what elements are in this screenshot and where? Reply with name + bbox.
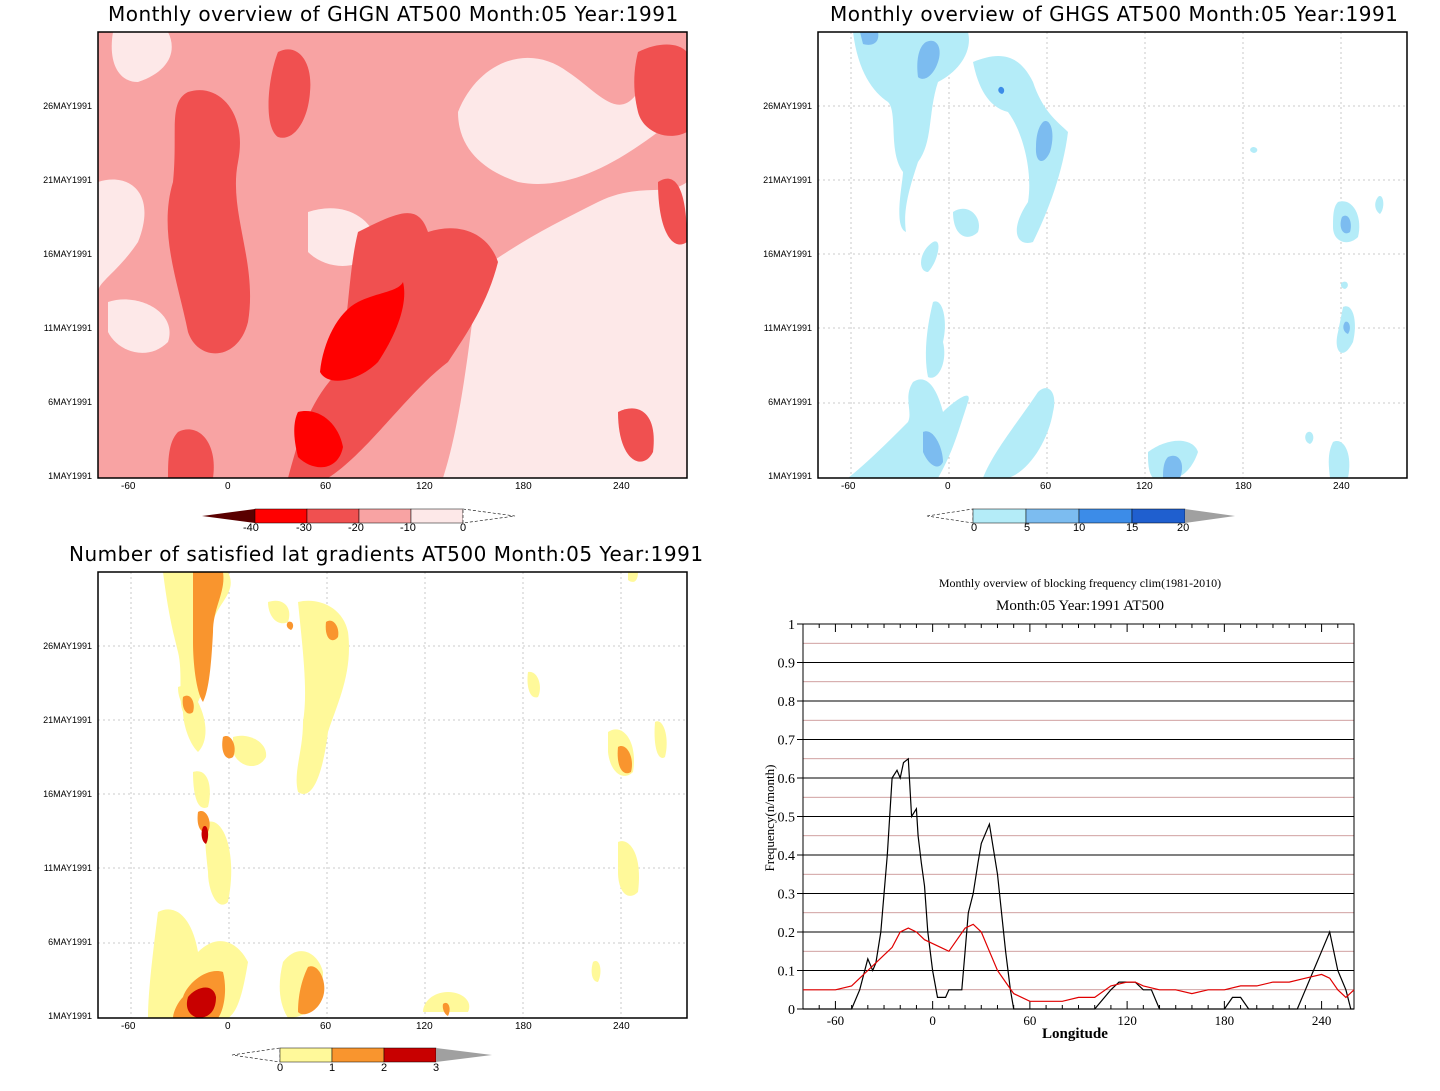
y-tick-label: 0.7 — [778, 734, 796, 749]
lat-title: Number of satisfied lat gradients AT500 … — [69, 542, 704, 566]
y-tick-label: 0.2 — [778, 926, 796, 941]
chart-subtitle: Month:05 Year:1991 AT500 — [996, 598, 1164, 614]
lat-cb-label-1: 1 — [329, 1062, 336, 1074]
ghgn-cb-label-4: 0 — [460, 522, 467, 534]
ghgn-panel: Monthly overview of GHGN AT500 Month:05 … — [0, 0, 720, 545]
x-tick-label: -60 — [827, 1013, 844, 1028]
ghgn-xtick-5: 240 — [613, 481, 630, 492]
ghgn-xtick-2: 60 — [320, 481, 332, 492]
lat-xtick-4: 180 — [515, 1021, 532, 1032]
ghgs-xtick-4: 180 — [1235, 481, 1252, 492]
ghgn-cb-label-2: -20 — [348, 522, 364, 534]
ghgs-panel: Monthly overview of GHGS AT500 Month:05 … — [720, 0, 1440, 545]
ghgs-xtick-3: 120 — [1136, 481, 1153, 492]
ghgs-xtick-5: 240 — [1333, 481, 1350, 492]
ghgs-ytick-0: 26MAY1991 — [763, 101, 812, 111]
lat-xtick-3: 120 — [416, 1021, 433, 1032]
lat-ytick-3: 11MAY1991 — [43, 863, 92, 873]
freq-panel: Monthly overview of blocking frequency c… — [720, 540, 1440, 1091]
chart-title: Monthly overview of blocking frequency c… — [938, 576, 1222, 590]
ghgn-map — [97, 31, 688, 479]
ghgs-ytick-2: 16MAY1991 — [763, 249, 812, 259]
ghgs-ytick-4: 6MAY1991 — [768, 397, 812, 407]
ghgs-map — [817, 31, 1408, 479]
ghgn-xtick-1: 0 — [225, 481, 231, 492]
lat-cb-label-2: 2 — [381, 1062, 388, 1074]
y-tick-label: 0.5 — [778, 811, 796, 826]
ghgs-xtick-0: -60 — [841, 481, 856, 492]
lat-xtick-0: -60 — [121, 1021, 136, 1032]
lat-map — [97, 571, 688, 1019]
x-tick-label: 60 — [1023, 1013, 1036, 1028]
y-tick-label: 0.3 — [778, 888, 796, 903]
ghgn-xtick-0: -60 — [121, 481, 136, 492]
series-line-1 — [803, 923, 1355, 1002]
lat-cb-label-3: 3 — [433, 1062, 440, 1074]
lat-xtick-1: 0 — [225, 1021, 231, 1032]
x-tick-label: 240 — [1312, 1013, 1332, 1028]
ghgs-cb-label-2: 10 — [1073, 522, 1086, 534]
y-tick-label: 0 — [788, 1003, 795, 1018]
x-tick-label: 0 — [929, 1013, 936, 1028]
lat-xtick-5: 240 — [613, 1021, 630, 1032]
x-tick-label: 120 — [1117, 1013, 1137, 1028]
ghgs-xtick-1: 0 — [945, 481, 951, 492]
ghgn-cb-label-3: -10 — [400, 522, 416, 534]
y-tick-label: 0.4 — [778, 849, 796, 864]
lat-colorbar — [231, 1047, 492, 1063]
lat-panel: Number of satisfied lat gradients AT500 … — [0, 540, 720, 1091]
ghgs-ytick-1: 21MAY1991 — [763, 175, 812, 185]
lat-ytick-4: 6MAY1991 — [48, 937, 92, 947]
ghgs-cb-label-0: 0 — [971, 522, 978, 534]
series-line-0 — [803, 757, 1354, 1010]
y-tick-label: 0.9 — [778, 657, 796, 672]
ghgn-ytick-4: 6MAY1991 — [48, 397, 92, 407]
ghgs-ytick-3: 11MAY1991 — [763, 323, 812, 333]
lat-cb-label-0: 0 — [277, 1062, 284, 1074]
ghgn-ytick-3: 11MAY1991 — [43, 323, 92, 333]
ghgn-ytick-2: 16MAY1991 — [43, 249, 92, 259]
y-tick-label: 0.8 — [778, 695, 796, 710]
ghgs-cb-label-1: 5 — [1024, 522, 1031, 534]
ghgn-ytick-0: 26MAY1991 — [43, 101, 92, 111]
y-tick-label: 0.6 — [778, 772, 796, 787]
ghgs-cb-label-4: 20 — [1177, 522, 1190, 534]
ghgn-xtick-4: 180 — [515, 481, 532, 492]
lat-ytick-2: 16MAY1991 — [43, 789, 92, 799]
ghgs-cb-label-3: 15 — [1126, 522, 1139, 534]
ghgs-xtick-2: 60 — [1040, 481, 1052, 492]
lat-ytick-5: 1MAY1991 — [48, 1011, 92, 1021]
lat-ytick-0: 26MAY1991 — [43, 641, 92, 651]
ghgs-ytick-5: 1MAY1991 — [768, 471, 812, 481]
ghgn-title: Monthly overview of GHGN AT500 Month:05 … — [108, 2, 679, 26]
y-tick-label: 1 — [788, 618, 795, 633]
x-tick-label: 180 — [1215, 1013, 1235, 1028]
y-tick-label: 0.1 — [778, 965, 796, 980]
ghgn-colorbar — [202, 508, 516, 524]
freq-plot: 0 0.1 0.2 0.3 0.4 0.5 0.6 0.7 0.8 0.9 1 -60 0 60 120 18… — [778, 618, 1355, 1028]
chart-xlabel: Longitude — [1042, 1026, 1108, 1042]
ghgs-title: Monthly overview of GHGS AT500 Month:05 … — [830, 2, 1399, 26]
ghgn-ytick-1: 21MAY1991 — [43, 175, 92, 185]
ghgn-xtick-3: 120 — [416, 481, 433, 492]
ghgn-ytick-5: 1MAY1991 — [48, 471, 92, 481]
lat-ytick-1: 21MAY1991 — [43, 715, 92, 725]
ghgn-cb-label-1: -30 — [296, 522, 312, 534]
ghgs-colorbar — [926, 508, 1235, 524]
ghgn-cb-label-0: -40 — [243, 522, 259, 534]
lat-xtick-2: 60 — [320, 1021, 332, 1032]
